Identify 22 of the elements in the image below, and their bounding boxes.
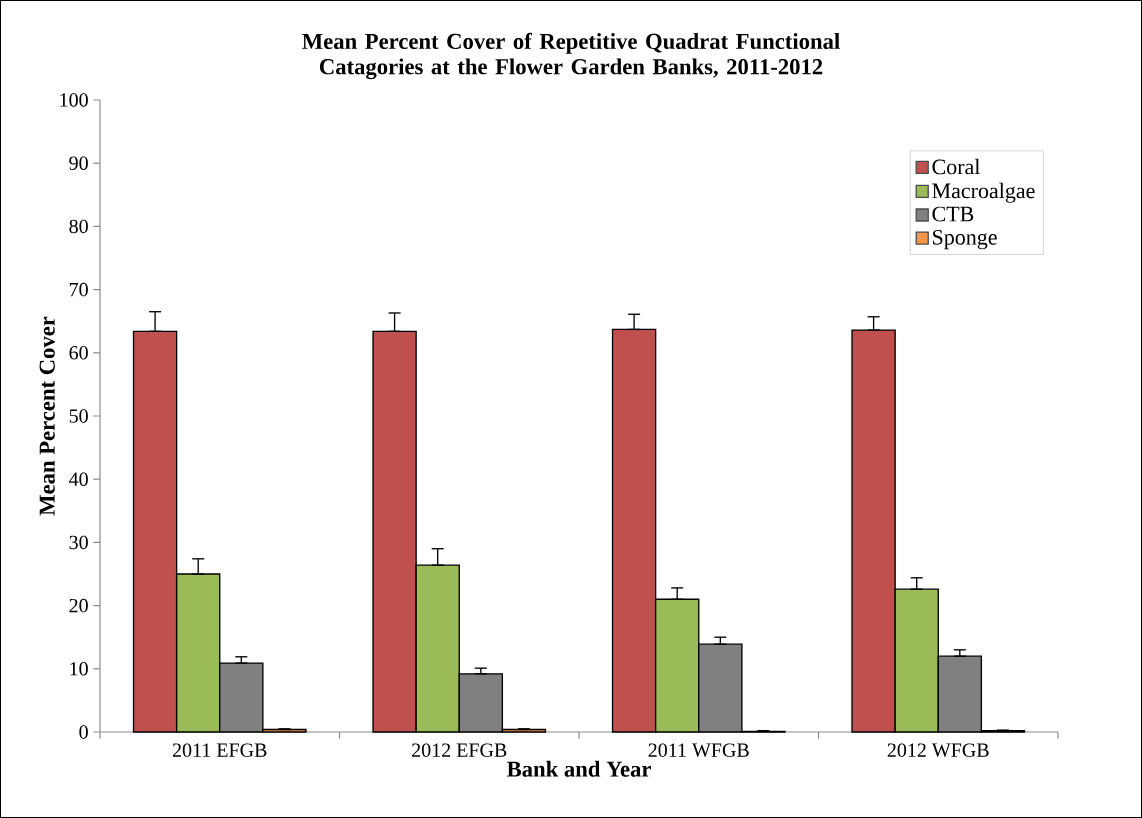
legend-label: Sponge bbox=[933, 229, 997, 250]
legend-label: Coral bbox=[932, 158, 980, 175]
y-tick-label: 40 bbox=[69, 472, 88, 486]
x-axis-title: Bank and Year bbox=[506, 760, 651, 777]
legend-label: CTB bbox=[932, 206, 974, 222]
y-tick-label: 70 bbox=[69, 282, 88, 297]
y-tick-label: 50 bbox=[69, 409, 88, 423]
x-tick-label: 2011 EFGB bbox=[172, 743, 267, 757]
y-tick-label: 60 bbox=[69, 346, 88, 360]
y-tick-label: 10 bbox=[70, 662, 88, 676]
legend-label: Macroalgae bbox=[932, 182, 1035, 203]
y-tick-label: 0 bbox=[79, 725, 88, 739]
x-tick-label: 2012 EFGB bbox=[412, 743, 507, 757]
y-tick-label: 30 bbox=[69, 535, 88, 550]
y-tick-label: 90 bbox=[69, 156, 88, 170]
y-tick-label: 80 bbox=[69, 219, 88, 234]
x-tick-label: 2011 WFGB bbox=[648, 743, 749, 757]
y-tick-label: 100 bbox=[60, 93, 88, 107]
y-axis-title: Mean Percent Cover bbox=[39, 316, 55, 516]
x-tick-label: 2012 WFGB bbox=[887, 743, 989, 757]
y-tick-label: 20 bbox=[69, 598, 88, 613]
chart-title: Mean Percent Cover of Repetitive Quadrat Functional Catagories at the Flower Garden Banks, 2011-2012 bbox=[302, 32, 840, 80]
